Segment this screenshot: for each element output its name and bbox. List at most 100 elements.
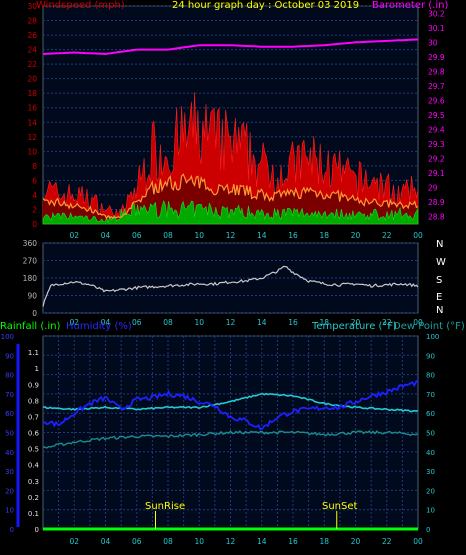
wind-tick-label: 4: [32, 191, 37, 200]
rain-tick-label: 0.5: [28, 446, 39, 454]
lower-x-tick-label: 04: [101, 537, 111, 546]
humidity-tick-label: 30: [5, 468, 14, 476]
baro-tick-label: 29.8: [428, 67, 445, 76]
temperature-tick-label: 0: [426, 526, 430, 534]
wind-x-tick-label: 18: [319, 231, 329, 240]
lower-x-tick-label: 22: [382, 537, 392, 546]
wind-x-tick-label: 06: [132, 231, 142, 240]
compass-w: W: [436, 257, 446, 268]
wind-tick-label: 10: [27, 147, 37, 156]
wind-avg-line: [42, 173, 419, 220]
direction-tick-label: 360: [23, 239, 38, 248]
lower-x-tick-label: 06: [132, 537, 142, 546]
humidity-tick-label: 70: [5, 391, 14, 399]
temperature-tick-label: 10: [426, 507, 435, 515]
compass-e: E: [436, 292, 443, 303]
baro-tick-label: 29.9: [428, 53, 445, 62]
wind-tick-label: 8: [32, 162, 37, 171]
rain-tick-label: 1: [35, 365, 39, 373]
humidity-tick-label: 40: [5, 449, 14, 457]
baro-tick-label: 29.5: [428, 111, 445, 120]
direction-tick-label: 180: [23, 274, 38, 283]
baro-tick-label: 30: [428, 38, 438, 47]
lower-x-tick-label: 12: [226, 537, 236, 546]
temperature-tick-label: 80: [426, 372, 435, 380]
rain-tick-label: 0.6: [28, 430, 40, 438]
baro-tick-label: 29.3: [428, 140, 445, 149]
wind-x-tick-label: 04: [101, 231, 111, 240]
baro-tick-label: 29.1: [428, 169, 445, 178]
rain-tick-label: 0.1: [28, 510, 39, 518]
temperature-tick-label: 40: [426, 449, 435, 457]
humidity-tick-label: 50: [5, 430, 14, 438]
barometer-line: [42, 38, 419, 56]
wind-tick-label: 0: [32, 220, 37, 229]
direction-x-tick-label: 20: [351, 318, 361, 327]
humidity-tick-label: 0: [10, 526, 14, 534]
temperature-tick-label: 100: [426, 333, 439, 341]
temperature-tick-label: 90: [426, 352, 435, 360]
baro-tick-label: 28.9: [428, 198, 445, 207]
direction-x-tick-label: 00: [413, 318, 423, 327]
temperature-axis-label: Temperature (°F): [312, 321, 398, 332]
lower-x-tick-label: 14: [257, 537, 267, 546]
wind-direction-line: [42, 265, 419, 307]
wind-x-tick-label: 02: [69, 231, 79, 240]
wind-gust-area: [42, 92, 419, 225]
wind-tick-label: 30: [27, 2, 37, 11]
compass-n-top: N: [436, 239, 444, 250]
dewpoint-line: [42, 430, 419, 449]
lower-x-tick-label: 20: [351, 537, 361, 546]
baro-tick-label: 29.2: [428, 155, 445, 164]
windspeed-axis-label: Windspeed (mph): [36, 0, 125, 11]
direction-x-tick-label: 18: [319, 318, 329, 327]
wind-tick-label: 26: [27, 31, 37, 40]
wind-x-tick-label: 12: [226, 231, 236, 240]
lower-x-tick-label: 16: [288, 537, 298, 546]
wind-tick-label: 20: [27, 75, 37, 84]
direction-x-tick-label: 12: [226, 318, 236, 327]
wind-tick-label: 18: [27, 89, 37, 98]
temperature-tick-label: 60: [426, 410, 435, 418]
wind-tick-label: 12: [27, 133, 37, 142]
humidity-axis-label: Humidity (%): [66, 321, 132, 332]
wind-tick-label: 14: [27, 118, 37, 127]
baro-tick-label: 29.6: [428, 96, 445, 105]
rain-tick-label: 1.1: [28, 349, 39, 357]
direction-x-tick-label: 06: [132, 318, 142, 327]
temperature-tick-label: 30: [426, 468, 435, 476]
graph-title: 24 hour graph day : October 03 2019: [172, 0, 360, 11]
baro-tick-label: 29: [428, 184, 438, 193]
baro-tick-label: 29.4: [428, 126, 445, 135]
temperature-line: [42, 392, 419, 413]
humidity-tick-label: 10: [5, 507, 14, 515]
lower-x-tick-label: 08: [163, 537, 173, 546]
wind-x-tick-label: 08: [163, 231, 173, 240]
baro-tick-label: 30.1: [428, 24, 445, 33]
sunset-label: SunSet: [322, 501, 358, 512]
wind-tick-label: 22: [27, 60, 37, 69]
wind-x-tick-label: 22: [382, 231, 392, 240]
direction-x-tick-label: 08: [163, 318, 173, 327]
temperature-tick-label: 20: [426, 487, 435, 495]
rain-tick-label: 0.4: [28, 462, 40, 470]
wind-tick-label: 24: [27, 46, 37, 55]
direction-x-tick-label: 04: [101, 318, 111, 327]
wind-tick-label: 6: [32, 176, 37, 185]
wind-tick-label: 2: [32, 205, 37, 214]
dewpoint-axis-label: Dew Point (°F): [393, 321, 465, 332]
temperature-tick-label: 70: [426, 391, 435, 399]
rain-tick-label: 0: [35, 526, 39, 534]
direction-x-tick-label: 14: [257, 318, 267, 327]
sunrise-label: SunRise: [145, 501, 186, 512]
humidity-tick-label: 60: [5, 410, 14, 418]
direction-tick-label: 90: [27, 292, 37, 301]
direction-tick-label: 270: [23, 257, 38, 266]
lower-x-tick-label: 10: [194, 537, 204, 546]
rain-tick-label: 0.2: [28, 494, 39, 502]
baro-tick-label: 28.8: [428, 213, 445, 222]
rain-tick-label: 0.8: [28, 397, 39, 405]
compass-n-bottom: N: [436, 305, 444, 316]
